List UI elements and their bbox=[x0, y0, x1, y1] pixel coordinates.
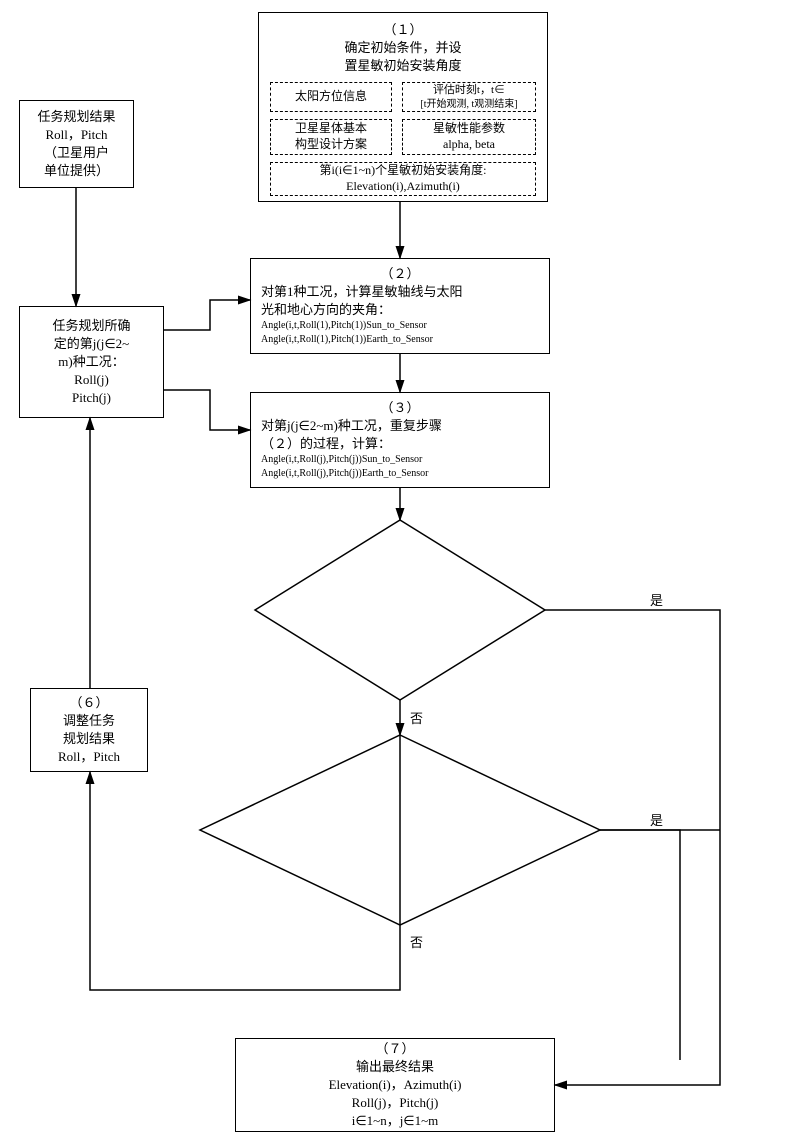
step-1b-l2: [t开始观测, t观测结束] bbox=[420, 98, 517, 111]
step-2-box: （２） 对第1种工况，计算星敏轴线与太阳 光和地心方向的夹角： Angle(i,… bbox=[250, 258, 550, 354]
mission-l3: （卫星用户 bbox=[44, 144, 109, 162]
step-2-num: （２） bbox=[380, 265, 419, 283]
step-1-num: （１） bbox=[383, 21, 422, 39]
mission-l1: 任务规划结果 bbox=[37, 108, 115, 126]
step-1d-box: 星敏性能参数 alpha, beta bbox=[402, 119, 536, 155]
step-7-l2: Elevation(i)，Azimuth(i) bbox=[329, 1076, 462, 1094]
jcase-l2: 定的第j(j∈2~ bbox=[54, 335, 129, 353]
step-2-l4: Angle(i,t,Roll(1),Pitch(1))Earth_to_Sens… bbox=[261, 333, 433, 347]
d4-no-label: 否 bbox=[410, 708, 423, 727]
step-1a-box: 太阳方位信息 bbox=[270, 82, 392, 112]
step-1-line1: 确定初始条件，并设 bbox=[344, 39, 461, 57]
d5-l3: 能否满足星敏可用性 bbox=[406, 829, 514, 845]
jcase-l4: Roll(j) bbox=[74, 371, 109, 389]
d5-left5: Azimuth bbox=[354, 856, 396, 872]
decision-5-left: 反复调整 星敏安装 角度参数值 Elevation, Azimuth bbox=[288, 782, 396, 882]
step-1b-box: 评估时刻t，t∈ [t开始观测, t观测结束] bbox=[402, 82, 536, 112]
step-1a-l1: 太阳方位信息 bbox=[295, 89, 367, 105]
mission-result-box: 任务规划结果 Roll，Pitch （卫星用户 单位提供） bbox=[19, 100, 134, 188]
d5-num: （５） bbox=[406, 779, 445, 797]
step-6-box: （６） 调整任务 规划结果 Roll，Pitch bbox=[30, 688, 148, 772]
step-6-l2: 规划结果 bbox=[63, 730, 115, 748]
step-3-l4: Angle(i,t,Roll(j),Pitch(j))Earth_to_Sens… bbox=[261, 467, 428, 481]
d5-l4: (alpha, beta) bbox=[406, 845, 466, 861]
step-6-num: （６） bbox=[69, 694, 108, 712]
decision-5-right: （５） 判断调整后 的星敏安装角度参数 能否满足星敏可用性 (alpha, be… bbox=[406, 768, 576, 888]
step-1e-box: 第i(i∈1~n)个星敏初始安装角度: Elevation(i),Azimuth… bbox=[270, 162, 536, 196]
d5-l5: 要求 bbox=[406, 861, 430, 877]
mission-l2: Roll，Pitch bbox=[45, 126, 107, 144]
step-1d-l2: alpha, beta bbox=[443, 137, 495, 153]
step-1e-l1: 第i(i∈1~n)个星敏初始安装角度: bbox=[320, 163, 487, 179]
step-1e-l2: Elevation(i),Azimuth(i) bbox=[346, 179, 460, 195]
d4-l1: 判断当前星敏安 bbox=[354, 575, 445, 593]
d4-yes-label: 是 bbox=[650, 590, 663, 609]
step-7-l1: 输出最终结果 bbox=[356, 1058, 434, 1076]
d5-left2: 星敏安装 bbox=[348, 808, 396, 824]
d4-l5: 要求 bbox=[387, 645, 413, 663]
step-1c-box: 卫星星体基本 构型设计方案 bbox=[270, 119, 392, 155]
jcase-l3: m)种工况： bbox=[58, 353, 124, 371]
step-7-box: （７） 输出最终结果 Elevation(i)，Azimuth(i) Roll(… bbox=[235, 1038, 555, 1132]
step-7-l3: Roll(j)，Pitch(j) bbox=[352, 1094, 439, 1112]
step-7-l4: i∈1~n，j∈1~m bbox=[352, 1112, 439, 1130]
step-1d-l1: 星敏性能参数 bbox=[433, 121, 505, 137]
step-3-num: （３） bbox=[380, 399, 419, 417]
step-6-l3: Roll，Pitch bbox=[58, 748, 120, 766]
step-2-l3: Angle(i,t,Roll(1),Pitch(1))Sun_to_Sensor bbox=[261, 319, 427, 333]
step-2-l2: 光和地心方向的夹角： bbox=[261, 301, 391, 319]
step-6-l1: 调整任务 bbox=[63, 712, 115, 730]
step-3-l2: （２）的过程，计算： bbox=[261, 435, 391, 453]
d5-left4: Elevation, bbox=[347, 840, 396, 856]
step-1c-l1: 卫星星体基本 bbox=[295, 121, 367, 137]
step-3-l1: 对第j(j∈2~m)种工况，重复步骤 bbox=[261, 417, 442, 435]
jcase-l5: Pitch(j) bbox=[72, 389, 111, 407]
d4-num: （４） bbox=[380, 557, 419, 575]
mission-l4: 单位提供） bbox=[44, 162, 109, 180]
step-3-l3: Angle(i,t,Roll(j),Pitch(j))Sun_to_Sensor bbox=[261, 453, 422, 467]
d5-left3: 角度参数值 bbox=[336, 824, 396, 840]
step-1b-l1: 评估时刻t，t∈ bbox=[433, 83, 505, 97]
d4-l2: 装角度参数能否 bbox=[354, 592, 445, 610]
jcase-l1: 任务规划所确 bbox=[52, 317, 130, 335]
d5-left1: 反复调整 bbox=[348, 792, 396, 808]
step-2-l1: 对第1种工况，计算星敏轴线与太阳 bbox=[261, 283, 463, 301]
step-7-num: （７） bbox=[375, 1040, 414, 1058]
step-1-line2: 置星敏初始安装角度 bbox=[344, 57, 461, 75]
jcase-box: 任务规划所确 定的第j(j∈2~ m)种工况： Roll(j) Pitch(j) bbox=[19, 306, 164, 418]
d5-l1: 判断调整后 bbox=[406, 796, 466, 812]
d4-l3: 满足星敏可用性 bbox=[354, 610, 445, 628]
d4-l4: (alpha,beta) bbox=[369, 628, 431, 646]
d5-yes-label: 是 bbox=[650, 810, 663, 829]
step-1c-l2: 构型设计方案 bbox=[295, 137, 367, 153]
decision-4-content: （４） 判断当前星敏安 装角度参数能否 满足星敏可用性 (alpha,beta)… bbox=[310, 550, 490, 670]
step-3-box: （３） 对第j(j∈2~m)种工况，重复步骤 （２）的过程，计算： Angle(… bbox=[250, 392, 550, 488]
d5-no-label: 否 bbox=[410, 932, 423, 951]
d5-l2: 的星敏安装角度参数 bbox=[406, 812, 514, 828]
